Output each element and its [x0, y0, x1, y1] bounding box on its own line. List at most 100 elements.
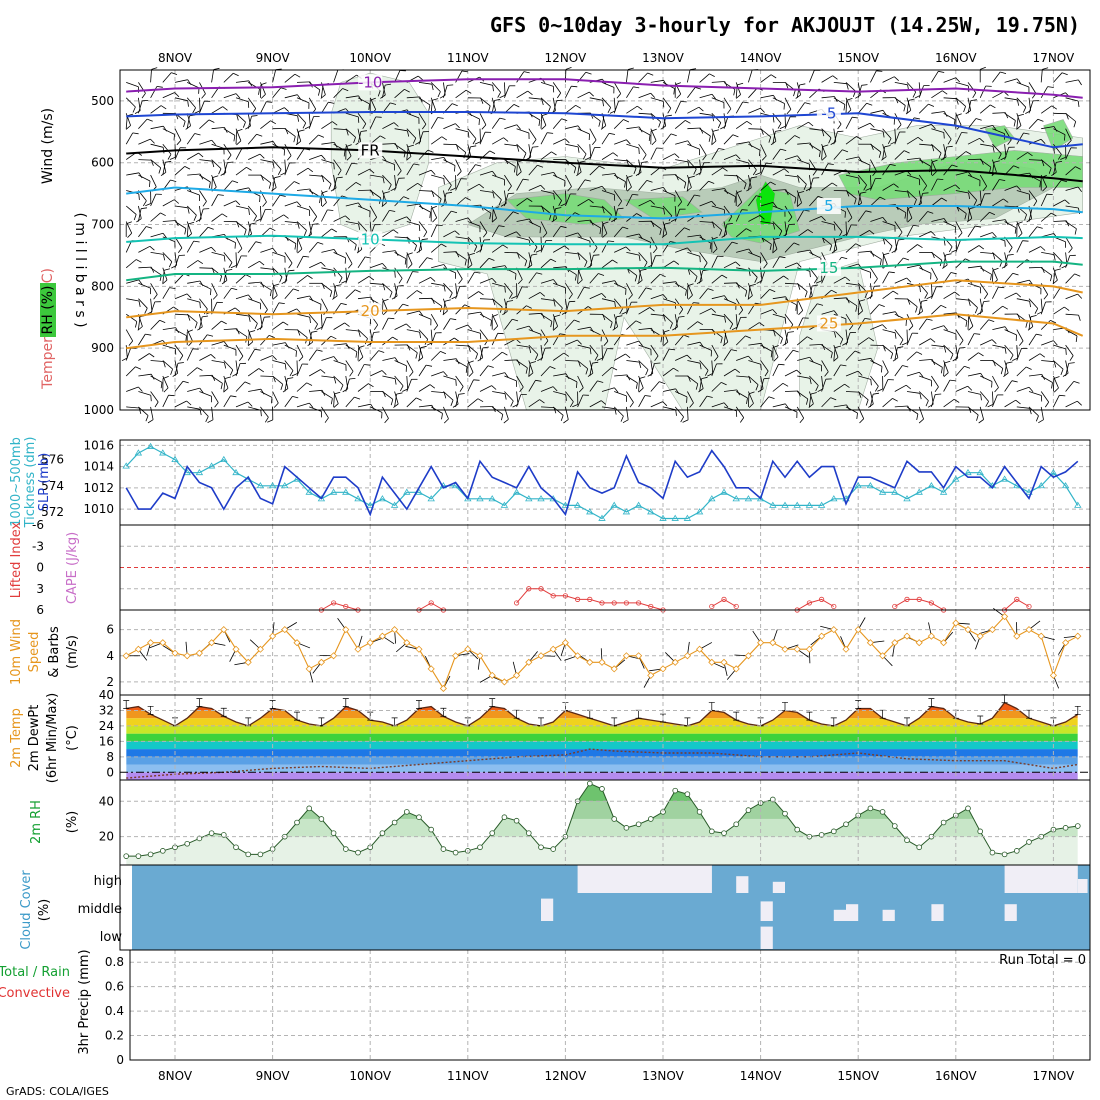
wind-barb-flag [654, 362, 661, 364]
wind-barb-flag [236, 114, 239, 121]
wind-barb [870, 128, 884, 132]
wind-barb-flag [489, 213, 492, 220]
wind-barb-flag [280, 172, 286, 176]
wind-barb-flag [830, 397, 837, 401]
wind-barb-flag [247, 401, 253, 407]
wind-barb-flag [237, 248, 243, 254]
wind-barb-flag [1037, 118, 1044, 122]
wind-barb-flag [221, 213, 228, 218]
wind-barb [516, 394, 522, 408]
wind-barb [650, 252, 653, 266]
wind-barb [418, 97, 431, 106]
wind-barb-flag [836, 238, 843, 240]
thickness-point [464, 495, 472, 502]
wind-barb-flag [294, 243, 297, 250]
wind-barb-flag [575, 104, 581, 109]
wind-barb-flag [358, 95, 363, 102]
wind-barb [589, 185, 603, 191]
wind-barb-flag [311, 330, 318, 333]
wind-barb-flag [827, 163, 834, 165]
wind-barb-flag [160, 105, 167, 110]
wind-barb-flag [686, 187, 692, 192]
wind-barb [638, 180, 648, 191]
wind-barb [699, 128, 711, 137]
wind-barb [492, 282, 505, 287]
isotherm-label: 15 [819, 259, 838, 277]
wind-barb [309, 406, 322, 412]
wind-barb [613, 406, 624, 417]
wind-barb-flag [746, 228, 752, 232]
wind-barb [430, 332, 436, 346]
wind-barb-flag [576, 171, 582, 177]
wind-barb-flag [597, 380, 604, 383]
wind-barb-flag [856, 136, 862, 140]
wind-barb [650, 401, 663, 408]
wind-barb-flag [855, 243, 862, 247]
rh-ylabel: 2m RH [29, 800, 44, 844]
wind-barb-flag [194, 322, 198, 329]
thickness-point [232, 468, 240, 476]
rh-point [330, 830, 337, 836]
wind-barb-flag [701, 376, 708, 379]
temp-grid [120, 695, 1090, 780]
wind-barb [967, 100, 972, 114]
wind-barb-flag [262, 201, 267, 207]
wind-barb [662, 367, 674, 377]
wind-barb [138, 82, 146, 94]
wind-barb [321, 298, 328, 311]
wind-barb [211, 174, 217, 188]
wind-barb-flag [337, 169, 342, 176]
wind-barb [455, 143, 466, 153]
wind-barb [247, 313, 258, 324]
wind-barb [357, 205, 371, 212]
wind-barb-flag [904, 150, 910, 154]
wind-barb [748, 267, 758, 278]
wind-barb [565, 69, 567, 83]
wind-barb [565, 193, 571, 207]
wind-barb [528, 360, 534, 373]
wind-barb [1065, 236, 1073, 249]
wind-barb-flag [697, 321, 704, 326]
wind-barb-flag [539, 227, 541, 234]
wind-barb [833, 239, 837, 253]
wind10-point [793, 645, 801, 653]
wind-barb-flag [913, 199, 917, 206]
wind-barb-flag [642, 154, 647, 160]
wind-barb-flag [450, 187, 456, 191]
wind-barb [540, 279, 554, 284]
wind-barb-flag [921, 299, 928, 302]
wind-barb [272, 285, 274, 299]
wind-barb-flag [698, 388, 704, 393]
wind-barb [1040, 301, 1046, 315]
wind-barb-flag [992, 232, 997, 238]
wind-barb-flag [772, 345, 779, 348]
wind-barb [748, 143, 761, 151]
wind-barb [760, 360, 769, 372]
wind-barb [1016, 329, 1024, 342]
lifted-index-point [562, 593, 569, 599]
wind-barb [455, 128, 469, 133]
wind-barb [431, 264, 444, 269]
wind-barb [577, 128, 590, 135]
wind-barb-flag [192, 107, 196, 114]
wind10-point [439, 684, 447, 693]
wind-barb [223, 93, 237, 99]
rh-point [221, 832, 227, 838]
wind-barb-flag [723, 402, 729, 408]
temp-ytick: 24 [99, 719, 114, 733]
wind-barb-flag [574, 274, 577, 281]
wind-barb-flag [504, 372, 509, 378]
wind-barb-flag [260, 94, 266, 99]
wind-barb [308, 134, 319, 145]
wind10-point [842, 645, 850, 653]
wind-barb [870, 109, 884, 114]
wind-barb-flag [234, 307, 241, 313]
wind-barb-flag [687, 247, 692, 253]
wind-barb [955, 171, 969, 176]
wind-barb-flag [611, 366, 618, 371]
thickness-point [769, 501, 777, 508]
wind-barb-flag [561, 118, 568, 122]
wind-barb-flag [321, 154, 326, 160]
wind-barb-flag [428, 104, 431, 111]
